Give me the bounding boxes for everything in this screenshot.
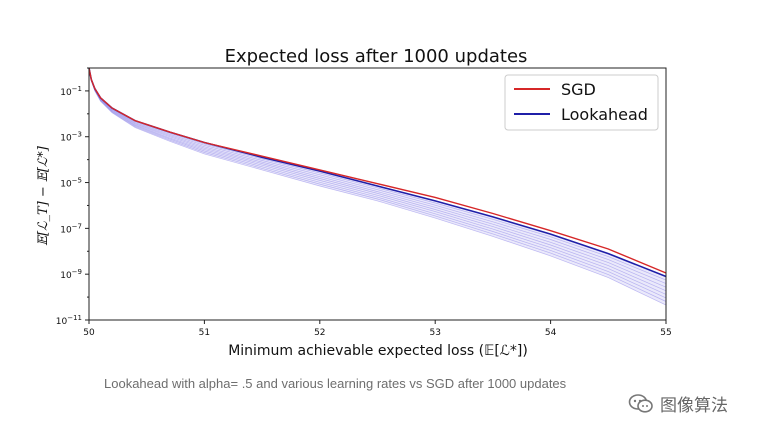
figure-caption: Lookahead with alpha= .5 and various lea… <box>104 376 567 391</box>
legend-label-lookahead: Lookahead <box>561 105 648 124</box>
x-tick-label: 50 <box>83 328 95 338</box>
y-tick-label: 10−1 <box>60 85 82 98</box>
lookahead-lr-line <box>88 67 667 306</box>
y-axis-label: 𝔼[ℒ_T] − 𝔼[ℒ*] <box>36 145 51 246</box>
x-tick-label: 55 <box>660 328 671 338</box>
chart-title: Expected loss after 1000 updates <box>225 46 528 67</box>
series-line-sgd <box>88 67 667 274</box>
x-axis-label: Minimum achievable expected loss (𝔼[ℒ*]) <box>228 343 528 359</box>
axes: 50 51 52 53 54 55 10−11 10−9 10−7 10−5 10−3 10−1 <box>56 67 672 338</box>
chat-bubbles-icon <box>628 393 653 413</box>
y-tick-label: 10−7 <box>60 222 82 235</box>
y-tick-label: 10−9 <box>60 268 82 281</box>
watermark: 图像算法 <box>628 391 728 416</box>
y-tick-label: 10−5 <box>60 177 82 190</box>
plot-frame <box>88 67 667 321</box>
x-tick-label: 54 <box>545 328 557 338</box>
x-tick-label: 51 <box>199 328 210 338</box>
y-tick-label: 10−3 <box>60 131 82 144</box>
x-tick-label: 52 <box>314 328 325 338</box>
legend-label-sgd: SGD <box>561 80 596 99</box>
watermark-text: 图像算法 <box>660 396 728 416</box>
legend: SGD Lookahead <box>504 74 659 131</box>
x-tick-label: 53 <box>429 328 440 338</box>
y-tick-label: 10−11 <box>56 314 82 327</box>
plot-area <box>88 67 667 306</box>
